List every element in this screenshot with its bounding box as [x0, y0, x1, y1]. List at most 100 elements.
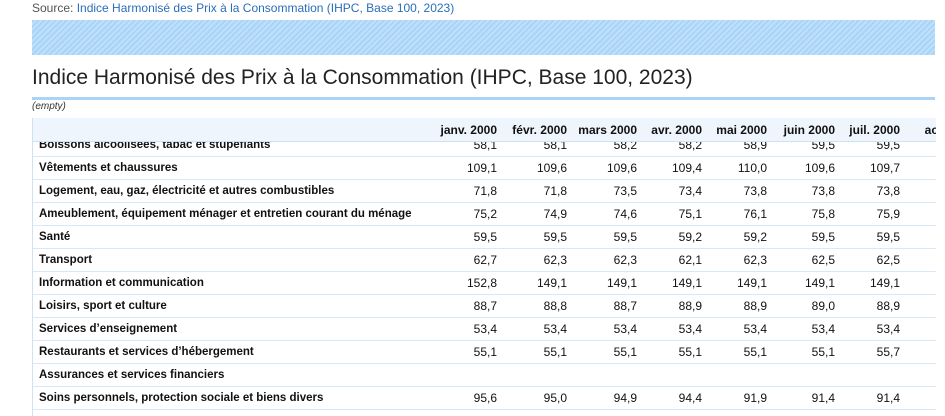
row-label: Restaurants et services d’hébergement [39, 345, 254, 358]
table-cell: 53,4 [743, 321, 767, 336]
table-cell: 88,8 [543, 298, 567, 313]
table-cell: 75,1 [678, 206, 702, 221]
table-cell: 53,4 [678, 321, 702, 336]
table-cell: 74,6 [613, 206, 637, 221]
table-cell [904, 180, 936, 202]
table-cell: 75,8 [811, 206, 835, 221]
table-cell: 59,5 [811, 142, 835, 152]
table-cell: 94,9 [613, 390, 637, 405]
table-cell: 62,5 [876, 252, 900, 267]
column-header: févr. 2000 [512, 123, 567, 137]
table-cell: 73,5 [613, 183, 637, 198]
table-cell: 73,8 [811, 183, 835, 198]
table-row: Boissons alcoolisées, tabac et stupéfian… [33, 142, 936, 157]
table-cell: 89,0 [811, 298, 835, 313]
table-cell: 91,4 [876, 390, 900, 405]
column-header: mars 2000 [578, 123, 637, 137]
table-cell: 59,5 [473, 229, 497, 244]
table-cell [904, 364, 936, 386]
table-cell: 71,8 [473, 183, 497, 198]
table-cell: 55,1 [743, 344, 767, 359]
row-label: Information et communication [39, 276, 204, 289]
table-cell: 58,1 [543, 142, 567, 152]
source: Source: Indice Harmonisé des Prix à la C… [32, 1, 454, 15]
table-cell: 55,1 [811, 344, 835, 359]
table-cell: 62,5 [811, 252, 835, 267]
table-cell: 91,9 [743, 390, 767, 405]
table-cell: 62,3 [743, 252, 767, 267]
table-cell: 55,7 [876, 344, 900, 359]
row-label: Services d’enseignement [39, 322, 178, 335]
table-cell: 88,9 [876, 298, 900, 313]
table-cell: 149,1 [736, 275, 767, 290]
table-row: Transport 62,7 62,3 62,3 62,1 62,3 62,5 62,5 [33, 249, 936, 272]
row-label: Soins personnels, protection sociale et … [39, 391, 324, 404]
row-label: Vêtements et chaussures [39, 161, 178, 174]
table-cell [771, 364, 839, 386]
table-row: Soins personnels, protection sociale et … [33, 387, 936, 410]
table-cell [571, 364, 641, 386]
table-cell: 152,8 [466, 275, 497, 290]
table-cell: 109,6 [804, 160, 835, 175]
table-cell: 59,5 [811, 229, 835, 244]
table-cell: 88,9 [678, 298, 702, 313]
table-row: Ameublement, équipement ménager et entre… [33, 203, 936, 226]
source-link[interactable]: Indice Harmonisé des Prix à la Consommat… [76, 1, 455, 15]
table-cell: 58,2 [613, 142, 637, 152]
table-cell: 75,2 [473, 206, 497, 221]
banner [32, 20, 935, 55]
table-cell [904, 203, 936, 225]
source-label: Source: [32, 1, 74, 15]
table-cell: 94,4 [678, 390, 702, 405]
row-label: Logement, eau, gaz, électricité et autre… [39, 184, 335, 197]
table-rows: Boissons alcoolisées, tabac et stupéfian… [33, 142, 936, 410]
table-cell: 109,1 [466, 160, 497, 175]
column-header: mai 2000 [716, 123, 767, 137]
table-cell: 109,6 [606, 160, 637, 175]
table-cell [904, 226, 936, 248]
table-cell: 53,4 [613, 321, 637, 336]
table-cell: 109,7 [869, 160, 900, 175]
header-row: janv. 2000 févr. 2000 mars 2000 avr. 2000 ma… [33, 118, 936, 142]
table-cell: 55,1 [473, 344, 497, 359]
table-cell [839, 364, 904, 386]
table-cell: 88,9 [743, 298, 767, 313]
table-cell: 59,2 [743, 229, 767, 244]
table-cell [904, 341, 936, 363]
table-row: Vêtements et chaussures 109,1 109,6 109,6 10… [33, 157, 936, 180]
table-body: Boissons alcoolisées, tabac et stupéfian… [33, 142, 936, 416]
table-cell: 88,7 [613, 298, 637, 313]
table-cell [706, 364, 771, 386]
table-cell [904, 272, 936, 294]
table-cell: 149,1 [671, 275, 702, 290]
row-label: Transport [39, 253, 93, 266]
table-cell [436, 364, 501, 386]
table-row: Assurances et services financiers [33, 364, 936, 387]
table-cell: 58,2 [678, 142, 702, 152]
table: janv. 2000 févr. 2000 mars 2000 avr. 2000 ma… [32, 118, 936, 416]
table-cell: 58,1 [473, 142, 497, 152]
table-cell [501, 364, 571, 386]
table-cell: 73,4 [678, 183, 702, 198]
table-cell: 55,1 [678, 344, 702, 359]
table-cell: 53,4 [876, 321, 900, 336]
table-cell: 59,5 [613, 229, 637, 244]
row-label: Loisirs, sport et culture [39, 299, 167, 312]
table-row: Logement, eau, gaz, électricité et autre… [33, 180, 936, 203]
note: (empty) [32, 101, 66, 112]
table-cell: 74,9 [543, 206, 567, 221]
table-cell: 55,1 [543, 344, 567, 359]
table-cell: 88,7 [473, 298, 497, 313]
table-cell: 58,9 [743, 142, 767, 152]
table-cell [904, 318, 936, 340]
table-cell [904, 295, 936, 317]
table-cell [904, 249, 936, 271]
column-header: juin 2000 [783, 123, 835, 137]
table-cell [904, 387, 936, 409]
table-cell: 59,5 [876, 142, 900, 152]
column-header: août 2000 [924, 123, 936, 137]
table-cell: 62,3 [543, 252, 567, 267]
table-cell: 75,9 [876, 206, 900, 221]
table-cell: 76,1 [743, 206, 767, 221]
